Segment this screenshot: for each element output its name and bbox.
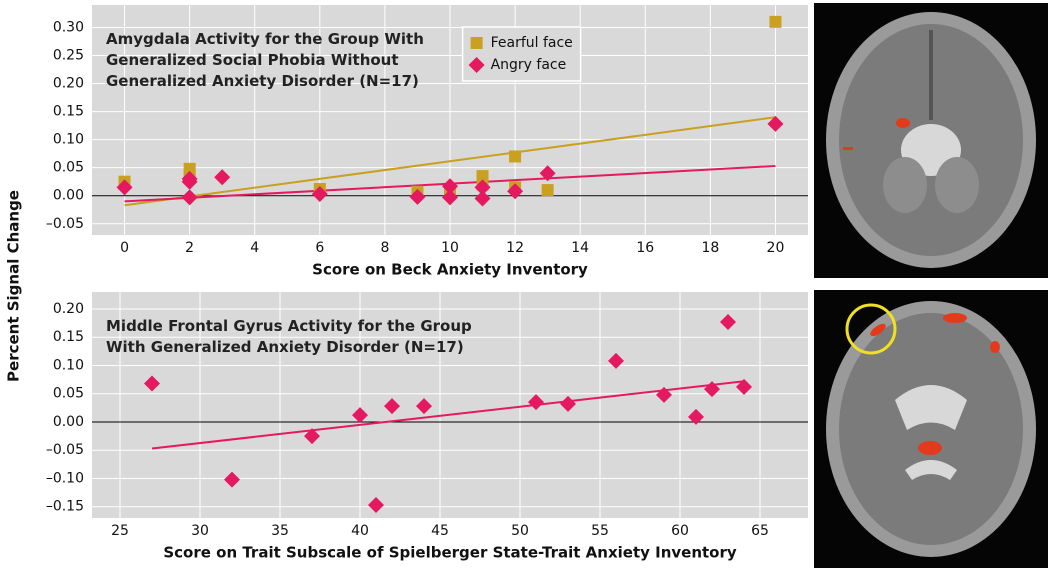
point	[539, 165, 556, 182]
y-tick-label: 0.05	[53, 160, 84, 176]
x-tick-label: 50	[511, 523, 529, 539]
x-tick-label: 60	[671, 523, 689, 539]
y-tick-label: 0.30	[53, 19, 84, 35]
x-tick-label: 55	[591, 523, 609, 539]
x-tick-label: 30	[191, 523, 209, 539]
chart: –0.05 0.00 0.05 0.10 0.15 0.20 0.25 0.30 0 2 4 6 8 10…	[46, 5, 808, 279]
title-line: Generalized Social Phobia Without	[106, 51, 399, 69]
point	[214, 169, 231, 186]
x-tick-label: 45	[431, 523, 449, 539]
point	[688, 408, 704, 425]
y-tick-label: 0.15	[53, 104, 84, 120]
point	[442, 178, 458, 195]
point	[311, 186, 328, 203]
x-tick-label: 10	[441, 240, 459, 256]
point	[442, 189, 458, 206]
y-tick-label: –0.10	[46, 470, 84, 486]
x-tick-label: 12	[506, 240, 524, 256]
y-tick-label: 0.10	[53, 357, 84, 373]
title-line: With Generalized Anxiety Disorder (N=17)	[106, 338, 464, 356]
y-tick-label: 0.10	[53, 132, 84, 148]
y-tick-label: –0.05	[46, 216, 84, 232]
chart-title: Amygdala Activity for the Group With Gene…	[106, 30, 424, 90]
point	[474, 179, 491, 196]
point	[767, 115, 784, 132]
title-line: Middle Frontal Gyrus Activity for the Gr…	[106, 317, 472, 335]
legend-label: Angry face	[491, 57, 567, 73]
legend-label: Fearful face	[491, 35, 573, 51]
x-tick-label: 8	[380, 240, 389, 256]
y-tick-label: –0.15	[46, 499, 84, 515]
point	[144, 375, 160, 392]
point	[416, 398, 432, 415]
point	[352, 407, 368, 424]
point	[769, 15, 782, 28]
point	[528, 394, 544, 411]
point	[181, 173, 198, 190]
point	[384, 398, 400, 415]
y-tick-label: 0.00	[53, 188, 84, 204]
x-axis-label: Score on Trait Subscale of Spielberger S…	[163, 544, 737, 562]
x-tick-label: 40	[351, 523, 369, 539]
point	[181, 189, 198, 206]
x-tick-label: 65	[751, 523, 769, 539]
x-tick-label: 2	[185, 240, 194, 256]
point	[720, 313, 736, 330]
y-tick-label: 0.20	[53, 76, 84, 92]
point	[560, 395, 576, 412]
x-tick-label: 25	[111, 523, 129, 539]
chart: –0.15 –0.10 –0.05 0.00 0.05 0.10 0.15 0.20 25 30 3…	[46, 292, 808, 562]
y-tick-label: –0.05	[46, 442, 84, 458]
plot-area	[92, 292, 808, 518]
x-tick-label: 18	[701, 240, 719, 256]
legend-box	[461, 26, 582, 82]
point	[704, 381, 720, 398]
chart-title: Middle Frontal Gyrus Activity for the Gr…	[106, 317, 472, 356]
point	[509, 150, 522, 163]
point	[368, 497, 384, 514]
x-tick-label: 35	[271, 523, 289, 539]
brain-image	[814, 290, 1048, 568]
x-tick-label: 6	[315, 240, 324, 256]
y-tick-label: 0.20	[53, 301, 84, 317]
x-tick-label: 16	[636, 240, 654, 256]
point	[224, 471, 240, 488]
y-tick-label: 0.00	[53, 414, 84, 430]
trend-line	[124, 116, 776, 207]
y-tick-label: 0.15	[53, 329, 84, 345]
trend-line	[151, 380, 745, 450]
x-tick-label: 14	[571, 240, 589, 256]
x-tick-label: 0	[120, 240, 129, 256]
legend-marker	[470, 37, 483, 49]
point	[541, 184, 554, 197]
point	[608, 352, 624, 369]
legend-marker	[468, 57, 485, 73]
x-axis-label: Score on Beck Anxiety Inventory	[312, 261, 588, 279]
point	[656, 386, 672, 403]
title-line: Amygdala Activity for the Group With	[106, 30, 424, 48]
point	[736, 378, 752, 395]
point	[304, 428, 320, 445]
point	[507, 183, 524, 200]
y-tick-label: 0.05	[53, 386, 84, 402]
y-tick-label: 0.25	[53, 47, 84, 63]
brain-image	[814, 3, 1048, 278]
y-axis-label: Percent Signal Change	[5, 190, 23, 382]
point	[116, 179, 133, 196]
title-line: Generalized Anxiety Disorder (N=17)	[106, 72, 419, 90]
x-tick-label: 20	[767, 240, 785, 256]
point	[474, 190, 491, 207]
x-tick-label: 4	[250, 240, 259, 256]
point	[409, 188, 426, 205]
